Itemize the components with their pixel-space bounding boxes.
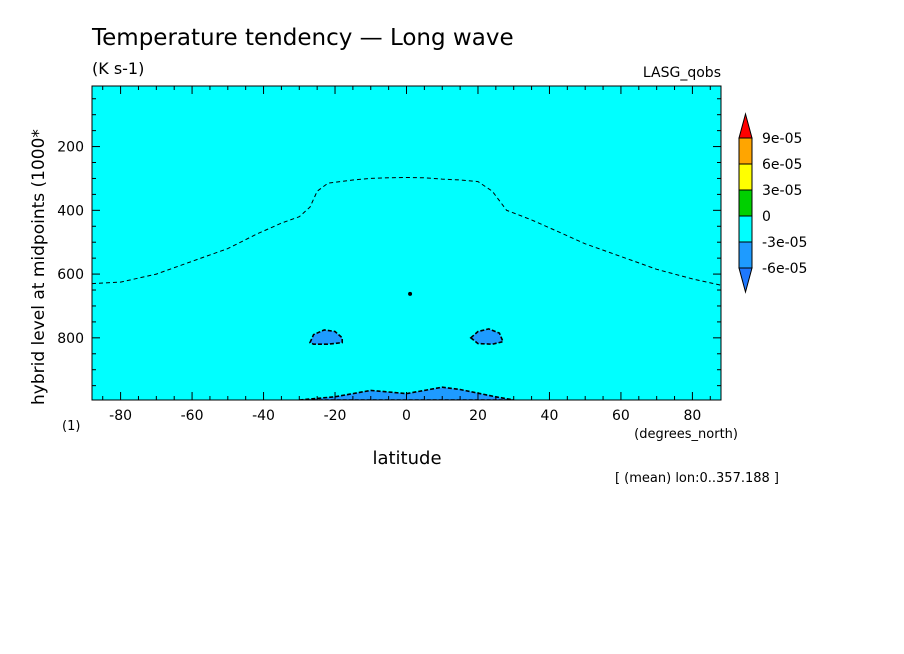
y-tick-label: 600 bbox=[57, 267, 84, 283]
x-tick-label: 60 bbox=[612, 408, 630, 424]
x-axis-label: latitude bbox=[372, 448, 441, 469]
colorbar-box bbox=[738, 163, 753, 191]
x-tick-label: -20 bbox=[324, 408, 347, 424]
x-tick-label: -40 bbox=[252, 408, 275, 424]
contour-region-1 bbox=[308, 329, 344, 346]
colorbar-box bbox=[738, 241, 753, 269]
y-tick-label: 800 bbox=[57, 331, 84, 347]
y-scale-label: (1) bbox=[62, 419, 80, 434]
y-tick-label: 400 bbox=[57, 203, 84, 219]
axes: -80 -60 -40 -20 0 20 40 60 80 200 400 600 800 bbox=[57, 85, 722, 424]
colorbar-level-label: -3e-05 bbox=[762, 235, 807, 251]
colorbar-level-label: 3e-05 bbox=[762, 183, 802, 199]
chart-units: (K s-1) bbox=[92, 59, 144, 78]
contour-region-2 bbox=[469, 328, 505, 346]
colorbar-level-label: 6e-05 bbox=[762, 157, 802, 173]
x-tick-label: 20 bbox=[469, 408, 487, 424]
colorbar-level-label: -6e-05 bbox=[762, 261, 807, 277]
x-units-label: (degrees_north) bbox=[634, 427, 738, 442]
colorbar-box bbox=[738, 137, 753, 165]
y-axis-label: hybrid level at midpoints (1000* bbox=[29, 129, 49, 405]
dataset-label: LASG_qobs bbox=[643, 65, 721, 81]
colorbar-bottom-triangle bbox=[738, 267, 753, 294]
chart-title: Temperature tendency — Long wave bbox=[91, 25, 514, 51]
colorbar: 9e-05 6e-05 3e-05 0 -3e-05 -6e-05 bbox=[738, 112, 807, 294]
contour-dot bbox=[408, 291, 413, 296]
colorbar-level-label: 9e-05 bbox=[762, 131, 802, 147]
x-tick-label: 80 bbox=[683, 408, 701, 424]
colorbar-box bbox=[738, 215, 753, 243]
y-tick-label: 200 bbox=[57, 140, 84, 156]
x-tick-label: 40 bbox=[541, 408, 559, 424]
colorbar-top-triangle bbox=[738, 112, 753, 139]
plot-area bbox=[92, 86, 721, 400]
subset-label: [ (mean) lon:0..357.188 ] bbox=[615, 471, 779, 486]
x-tick-label: 0 bbox=[402, 408, 411, 424]
contour-line-zero bbox=[92, 176, 721, 286]
plot-background-fill bbox=[92, 86, 721, 400]
x-tick-label: -60 bbox=[181, 408, 204, 424]
colorbar-level-label: 0 bbox=[762, 209, 771, 225]
x-tick-label: -80 bbox=[109, 408, 132, 424]
colorbar-box bbox=[738, 189, 753, 217]
